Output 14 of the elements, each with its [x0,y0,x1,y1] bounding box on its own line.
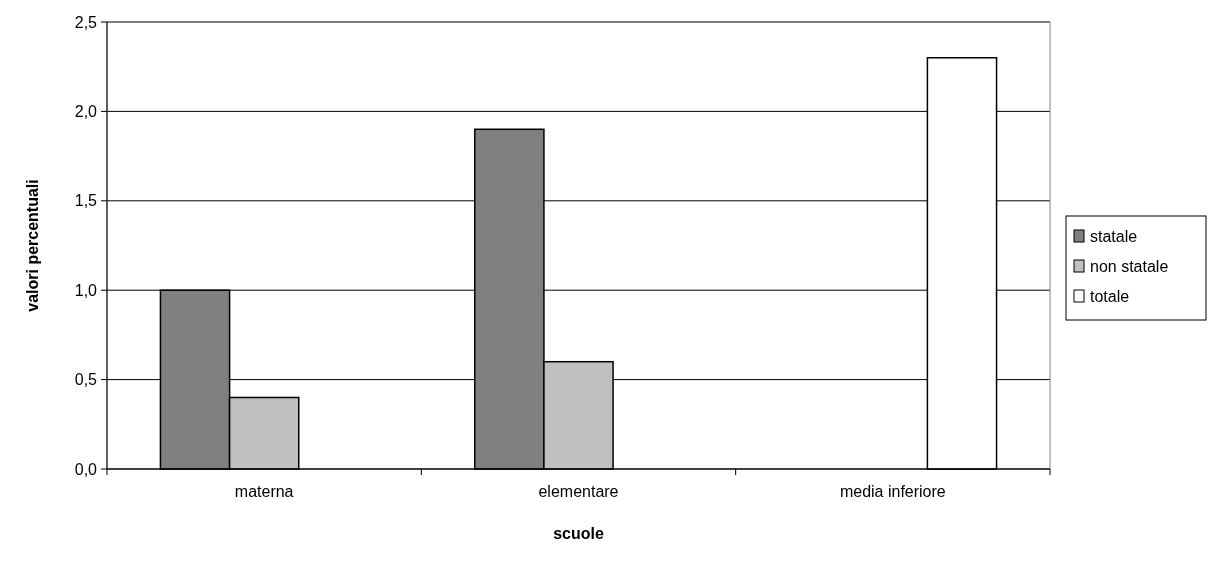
y-tick-label: 0,5 [74,371,98,389]
y-tick-label: 1,0 [74,281,98,299]
legend-label: statale [1090,227,1138,245]
x-tick-label: materna [234,483,294,500]
legend-label: totale [1090,287,1130,305]
y-axis-title: valori percentuali [24,179,41,312]
x-axis-title: scuole [553,525,604,542]
legend-label: non statale [1090,257,1169,275]
y-tick-label: 2,0 [74,103,98,120]
x-tick-label: elementare [538,483,619,500]
y-tick-label: 1,5 [74,192,98,210]
x-tick-label: media inferiore [839,483,946,500]
y-tick-label: 0,0 [74,460,98,478]
y-tick-label: 2,5 [74,13,98,31]
